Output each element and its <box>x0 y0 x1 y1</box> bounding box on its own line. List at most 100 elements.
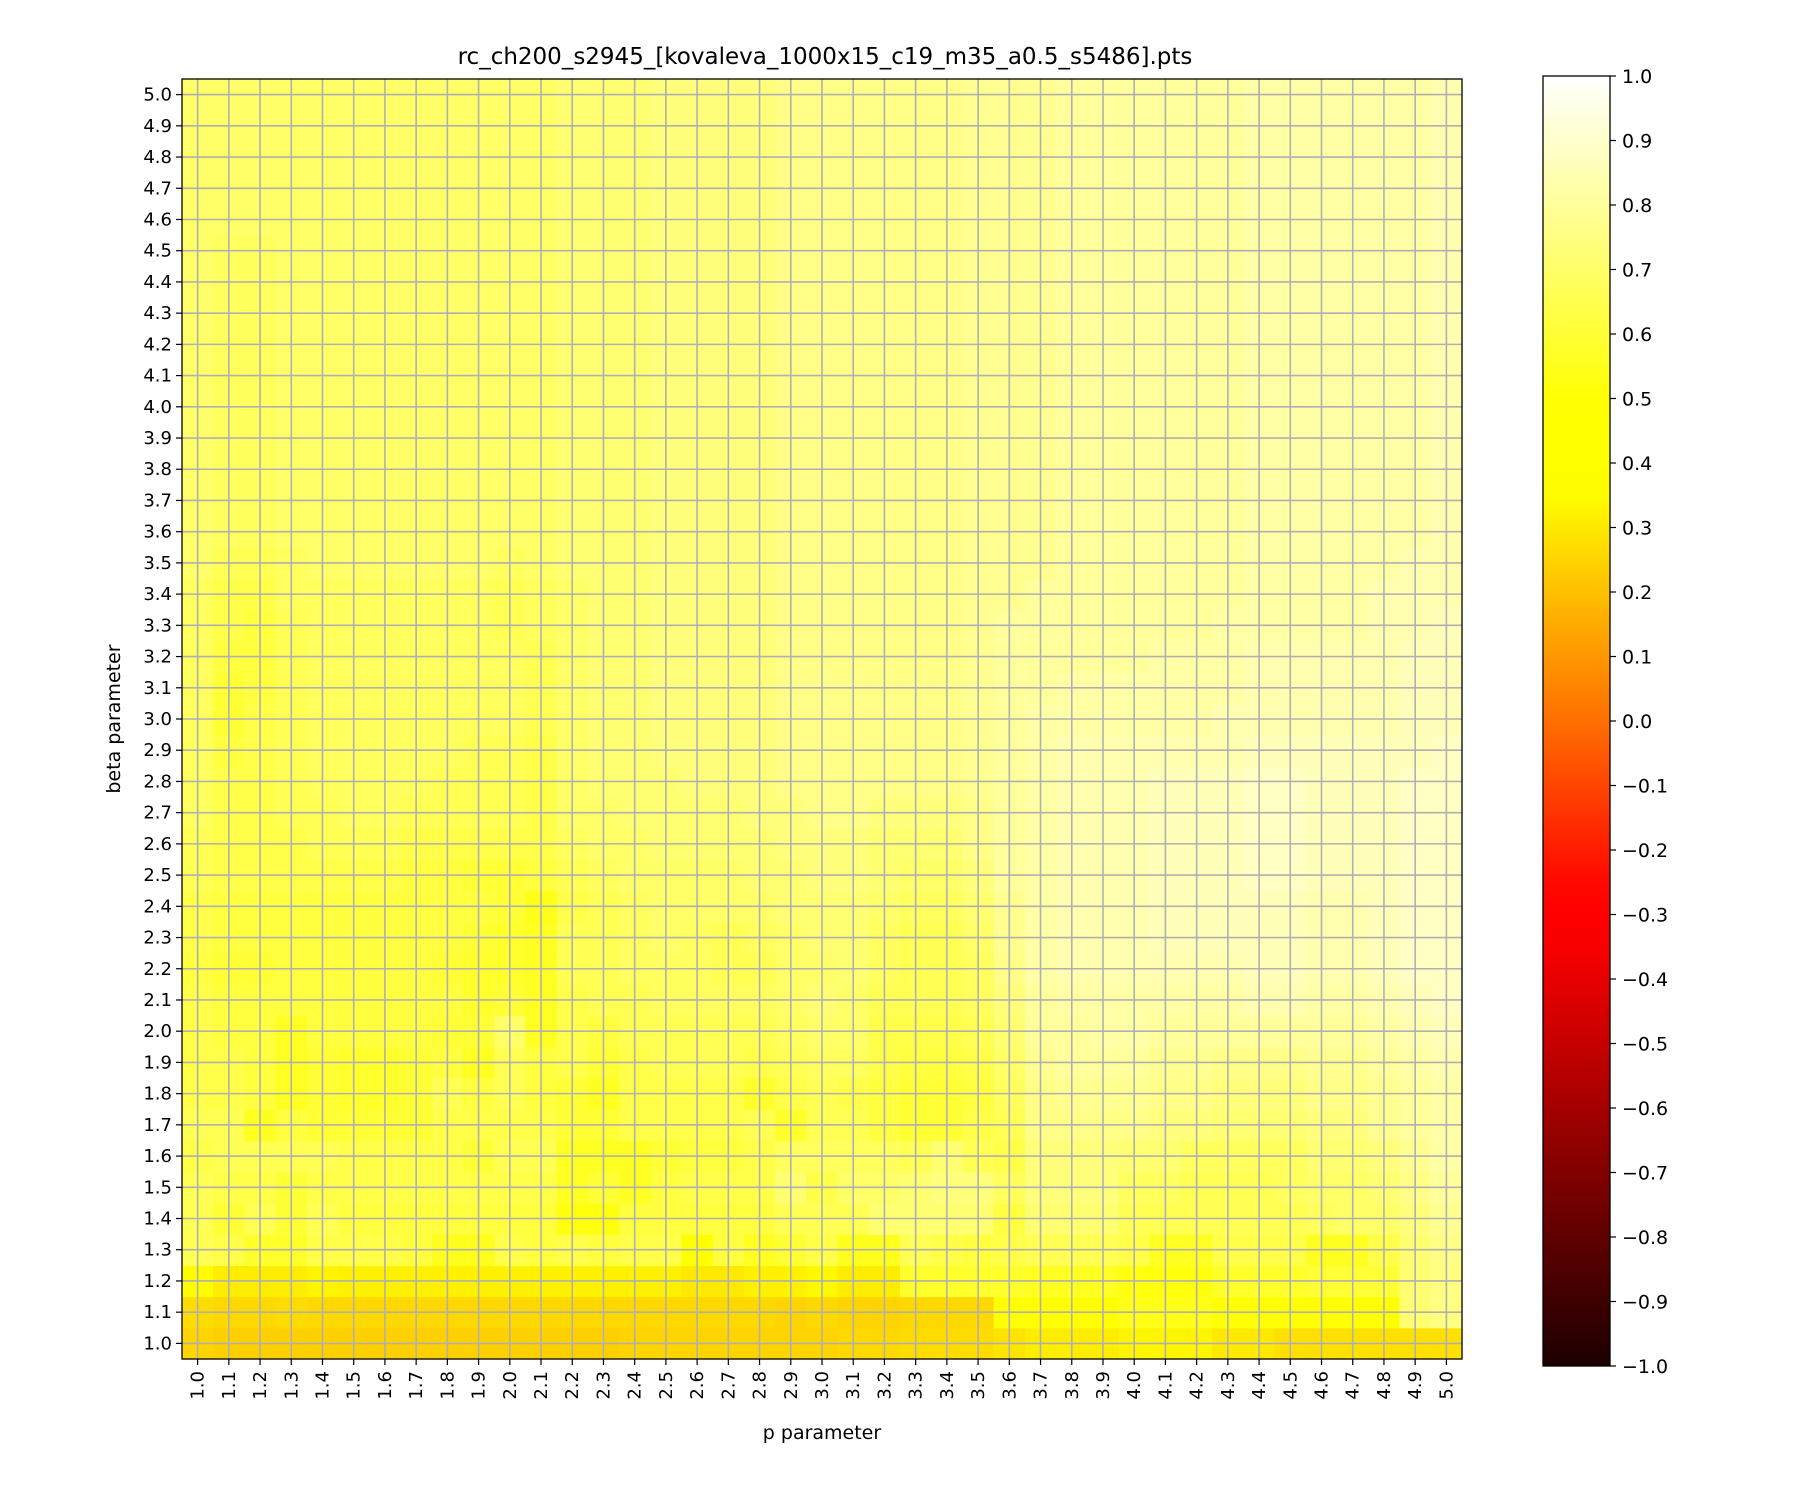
y-tick-label: 1.3 <box>143 1240 172 1261</box>
y-tick-label: 2.3 <box>143 928 172 949</box>
y-tick-label: 3.2 <box>143 647 172 668</box>
y-tick-label: 3.3 <box>143 615 172 636</box>
x-tick-label: 4.3 <box>1218 1371 1239 1400</box>
colorbar-tick-label: −0.4 <box>1622 969 1668 991</box>
grid-lines <box>182 79 1462 1359</box>
x-tick-label: 2.9 <box>781 1371 802 1400</box>
y-tick-label: 1.5 <box>143 1177 172 1198</box>
colorbar-tick-label: −0.2 <box>1622 840 1668 862</box>
colorbar-tick-label: 0.2 <box>1622 582 1652 604</box>
x-tick-label: 3.6 <box>999 1371 1020 1400</box>
x-tick-label: 2.4 <box>625 1371 646 1400</box>
y-tick-label: 4.1 <box>143 366 172 387</box>
x-tick-label: 2.7 <box>718 1371 739 1400</box>
colorbar-tick-label: 0.3 <box>1622 518 1652 540</box>
y-tick-label: 2.0 <box>143 1021 172 1042</box>
colorbar-tick-label: 0.4 <box>1622 453 1652 475</box>
x-tick-label: 4.9 <box>1405 1371 1426 1400</box>
y-tick-label: 2.4 <box>143 896 172 917</box>
y-tick-label: 2.2 <box>143 959 172 980</box>
y-tick-label: 3.1 <box>143 678 172 699</box>
colorbar-tick-label: −0.6 <box>1622 1098 1668 1120</box>
colorbar-tick-label: −1.0 <box>1622 1356 1668 1378</box>
colorbar-tick-label: −0.3 <box>1622 905 1668 927</box>
y-tick-label: 2.7 <box>143 803 172 824</box>
y-tick-label: 2.6 <box>143 834 172 855</box>
x-tick-label: 4.8 <box>1374 1371 1395 1400</box>
x-tick-label: 2.0 <box>500 1371 521 1400</box>
x-tick-label: 1.7 <box>406 1371 427 1400</box>
x-tick-label: 4.4 <box>1249 1371 1270 1400</box>
colorbar-tick-label: −0.9 <box>1622 1292 1668 1314</box>
y-tick-label: 3.8 <box>143 459 172 480</box>
x-tick-label: 3.9 <box>1093 1371 1114 1400</box>
x-tick-label: 4.0 <box>1124 1371 1145 1400</box>
y-tick-label: 1.9 <box>143 1052 172 1073</box>
colorbar-tick-label: 0.5 <box>1622 389 1652 411</box>
y-tick-label: 1.2 <box>143 1271 172 1292</box>
y-tick-label: 4.7 <box>143 178 172 199</box>
x-tick-label: 4.1 <box>1155 1371 1176 1400</box>
colorbar-tick-label: −0.1 <box>1622 776 1668 798</box>
y-tick-label: 3.9 <box>143 428 172 449</box>
y-tick-label: 2.5 <box>143 865 172 886</box>
x-tick-label: 1.1 <box>219 1371 240 1400</box>
colorbar-tick-label: −0.7 <box>1622 1163 1668 1185</box>
y-tick-label: 2.8 <box>143 771 172 792</box>
x-tick-label: 1.5 <box>344 1371 365 1400</box>
colorbar-tick-label: −0.5 <box>1622 1034 1668 1056</box>
colorbar-tick-label: 0.6 <box>1622 324 1652 346</box>
x-tick-label: 1.9 <box>469 1371 490 1400</box>
x-tick-label: 2.8 <box>750 1371 771 1400</box>
y-tick-label: 4.0 <box>143 397 172 418</box>
x-tick-label: 1.6 <box>375 1371 396 1400</box>
x-tick-label: 2.5 <box>656 1371 677 1400</box>
chart-title: rc_ch200_s2945_[kovaleva_1000x15_c19_m35… <box>458 44 1193 70</box>
y-tick-label: 3.7 <box>143 490 172 511</box>
colorbar-tick-label: 0.8 <box>1622 195 1652 217</box>
x-tick-label: 3.8 <box>1062 1371 1083 1400</box>
x-axis: 1.0 1.1 1.2 1.3 1.4 1.5 1.6 1.7 1.8 1.9 2.0 2.1 2.2 2… <box>188 1359 1457 1400</box>
x-tick-label: 4.2 <box>1187 1371 1208 1400</box>
x-tick-label: 2.6 <box>687 1371 708 1400</box>
y-tick-label: 4.2 <box>143 334 172 355</box>
y-axis-label: beta parameter <box>103 644 125 793</box>
y-tick-label: 4.5 <box>143 241 172 262</box>
x-tick-label: 3.7 <box>1031 1371 1052 1400</box>
y-tick-label: 2.9 <box>143 740 172 761</box>
y-tick-label: 1.8 <box>143 1084 172 1105</box>
y-tick-label: 4.6 <box>143 209 172 230</box>
x-tick-label: 2.3 <box>593 1371 614 1400</box>
y-tick-label: 1.1 <box>143 1302 172 1323</box>
y-tick-label: 3.6 <box>143 522 172 543</box>
x-tick-label: 2.2 <box>562 1371 583 1400</box>
x-tick-label: 3.0 <box>812 1371 833 1400</box>
colorbar-tick-label: 0.1 <box>1622 647 1652 669</box>
x-tick-label: 1.0 <box>188 1371 209 1400</box>
x-tick-label: 3.2 <box>874 1371 895 1400</box>
y-tick-label: 1.6 <box>143 1146 172 1167</box>
y-axis: 1.0 1.1 1.2 1.3 1.4 1.5 1.6 1.7 1.8 1.9 2.0 2.1 2.2 2… <box>143 85 182 1354</box>
y-tick-label: 3.4 <box>143 584 172 605</box>
x-tick-label: 1.3 <box>281 1371 302 1400</box>
x-tick-label: 1.4 <box>312 1371 333 1400</box>
y-tick-label: 1.7 <box>143 1115 172 1136</box>
x-tick-label: 1.2 <box>250 1371 271 1400</box>
colorbar-tick-label: 0.0 <box>1622 711 1652 733</box>
x-axis-label: p parameter <box>763 1422 882 1444</box>
y-tick-label: 4.8 <box>143 147 172 168</box>
x-tick-label: 3.5 <box>968 1371 989 1400</box>
colorbar-tick-label: 0.9 <box>1622 131 1652 153</box>
x-tick-label: 2.1 <box>531 1371 552 1400</box>
x-tick-label: 1.8 <box>437 1371 458 1400</box>
y-tick-label: 4.4 <box>143 272 172 293</box>
colorbar-tick-label: −0.8 <box>1622 1227 1668 1249</box>
x-tick-label: 4.7 <box>1343 1371 1364 1400</box>
y-tick-label: 1.0 <box>143 1333 172 1354</box>
y-tick-label: 4.9 <box>143 116 172 137</box>
x-tick-label: 4.6 <box>1312 1371 1333 1400</box>
colorbar <box>1542 75 1611 1367</box>
y-tick-label: 1.4 <box>143 1209 172 1230</box>
x-tick-label: 5.0 <box>1436 1371 1457 1400</box>
x-tick-label: 3.4 <box>937 1371 958 1400</box>
